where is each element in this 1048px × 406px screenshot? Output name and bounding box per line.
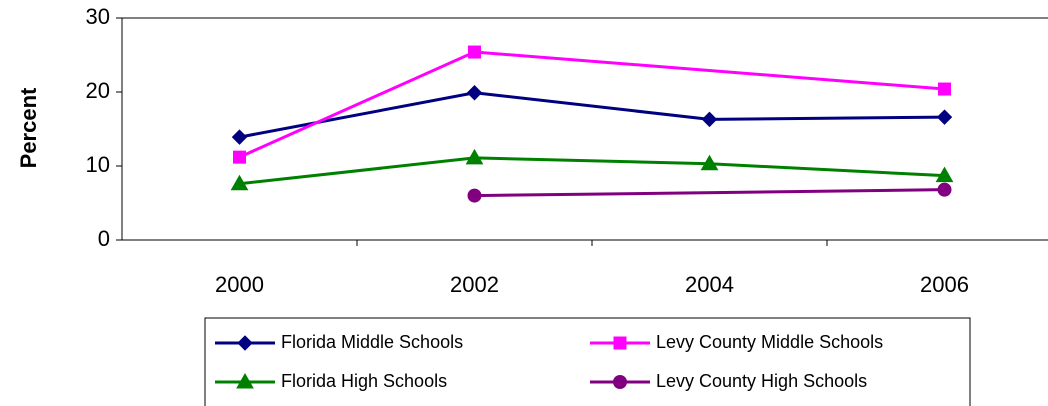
- data-point: [231, 129, 248, 145]
- series-line: [474, 188, 945, 198]
- data-point: [937, 182, 952, 197]
- y-tick-label: 30: [86, 4, 110, 29]
- x-tick-label: 2000: [215, 272, 264, 297]
- legend-marker: [613, 336, 627, 350]
- data-point: [468, 45, 481, 59]
- legend-marker: [613, 375, 627, 389]
- data-point: [935, 166, 954, 183]
- legend-label: Levy County Middle Schools: [656, 332, 883, 352]
- x-tick-label: 2006: [920, 272, 969, 297]
- y-tick-label: 0: [98, 226, 110, 251]
- data-point: [936, 109, 953, 125]
- data-point: [466, 85, 483, 101]
- data-point: [230, 174, 249, 191]
- x-tick-label: 2004: [685, 272, 734, 297]
- y-axis-label: Percent: [16, 87, 41, 168]
- series-line: [239, 91, 945, 139]
- data-point: [467, 188, 482, 203]
- legend-label: Levy County High Schools: [656, 371, 867, 391]
- data-point: [233, 150, 246, 164]
- x-tick-label: 2002: [450, 272, 499, 297]
- legend-label: Florida Middle Schools: [281, 332, 463, 352]
- data-point: [938, 82, 951, 96]
- legend-marker: [236, 372, 254, 389]
- legend-label: Florida High Schools: [281, 371, 447, 391]
- y-tick-label: 10: [86, 152, 110, 177]
- legend-marker: [237, 335, 253, 351]
- y-tick-label: 20: [86, 78, 110, 103]
- legend-box: [204, 317, 971, 406]
- series-line: [239, 156, 945, 186]
- data-point: [465, 148, 484, 165]
- data-point: [701, 111, 718, 128]
- data-point: [700, 154, 719, 171]
